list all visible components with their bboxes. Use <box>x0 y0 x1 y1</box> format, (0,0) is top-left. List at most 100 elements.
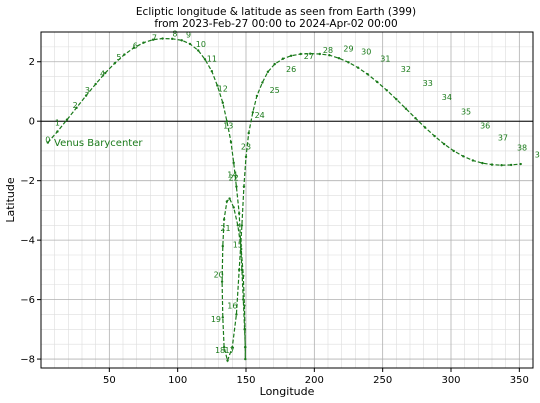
data-point <box>203 58 207 61</box>
data-point <box>222 345 226 349</box>
data-point <box>113 62 117 65</box>
data-point <box>56 130 59 133</box>
point-label: 3 <box>85 86 90 95</box>
point-label: 24 <box>255 111 265 120</box>
point-label: 18 <box>215 346 225 355</box>
point-label: 22 <box>229 174 239 183</box>
data-point <box>471 159 475 162</box>
x-tick-label: 200 <box>305 375 324 386</box>
data-point <box>65 118 69 121</box>
data-point <box>142 41 145 44</box>
data-point <box>180 39 183 42</box>
point-label: 16 <box>227 302 237 311</box>
point-label: 38 <box>517 143 527 152</box>
data-point <box>414 117 417 120</box>
chart-title-line1: Ecliptic longitude & latitude as seen fr… <box>136 6 416 18</box>
data-point <box>240 224 244 227</box>
plot-area-frame <box>40 31 534 369</box>
data-point <box>221 316 224 319</box>
data-point <box>281 57 285 60</box>
data-point <box>509 163 513 167</box>
data-point <box>226 359 229 362</box>
point-label: 13 <box>223 122 233 131</box>
point-label: 9 <box>186 30 191 39</box>
point-label: 10 <box>196 40 206 49</box>
data-point <box>235 313 238 316</box>
point-label: 30 <box>361 47 371 56</box>
data-point <box>299 52 302 56</box>
object-label: Venus Barycenter <box>54 138 143 149</box>
data-point <box>243 328 247 331</box>
data-point <box>266 70 270 74</box>
data-point <box>289 54 293 57</box>
x-tick-label: 350 <box>510 375 529 386</box>
data-point <box>196 49 200 52</box>
y-tick-label: 0 <box>29 117 35 128</box>
data-point <box>221 244 224 248</box>
data-point <box>210 70 214 73</box>
data-point <box>242 274 245 278</box>
point-label: 20 <box>214 270 224 279</box>
data-point <box>490 163 494 166</box>
point-label: 4 <box>100 70 105 79</box>
data-point <box>235 185 238 188</box>
data-point <box>519 162 522 166</box>
data-point <box>222 218 226 221</box>
data-point <box>244 155 248 159</box>
point-label: 15 <box>233 241 243 250</box>
data-point <box>188 42 192 46</box>
data-point <box>232 206 235 209</box>
data-point <box>442 142 446 146</box>
y-axis-ticks: −8 −6 −4 −2 0 2 <box>20 57 41 366</box>
y-tick-label: 2 <box>29 57 35 68</box>
point-label: 36 <box>480 122 490 131</box>
data-point <box>221 101 224 104</box>
point-label: 21 <box>220 224 230 233</box>
point-label: 19 <box>211 315 221 324</box>
point-label: 29 <box>343 44 353 53</box>
point-label: 32 <box>401 65 411 74</box>
y-axis-label: Latitude <box>4 177 17 223</box>
data-point <box>356 66 360 69</box>
data-point <box>309 52 312 55</box>
x-axis-ticks: 50 100 150 200 250 300 350 <box>103 368 529 386</box>
data-point <box>236 224 239 227</box>
data-point <box>232 161 235 165</box>
data-point <box>423 126 427 129</box>
data-point <box>161 37 164 40</box>
data-point <box>237 268 241 272</box>
data-point <box>481 161 484 165</box>
point-label: 28 <box>323 46 333 55</box>
point-label: 31 <box>380 55 390 64</box>
point-label: 2 <box>73 101 78 110</box>
x-tick-label: 150 <box>236 375 255 386</box>
x-tick-label: 100 <box>168 375 187 386</box>
point-label: 27 <box>304 52 314 61</box>
y-tick-label: −6 <box>20 295 35 306</box>
data-point <box>94 82 97 86</box>
data-point <box>462 155 465 158</box>
point-label: 35 <box>461 108 471 117</box>
data-point <box>366 73 369 76</box>
point-label: 1 <box>55 119 60 128</box>
data-point <box>243 345 247 349</box>
data-point <box>237 212 241 215</box>
data-point <box>251 111 255 114</box>
point-label: 11 <box>207 55 217 64</box>
series-line <box>47 37 521 363</box>
series-group <box>46 37 522 363</box>
point-label: 26 <box>286 65 296 74</box>
data-point <box>385 89 388 92</box>
data-point <box>500 164 503 167</box>
data-point <box>104 71 107 75</box>
x-axis-label: Longitude <box>260 385 315 398</box>
data-point <box>242 185 246 188</box>
data-point <box>132 46 136 49</box>
y-tick-label: −8 <box>20 355 35 366</box>
data-point <box>239 238 242 242</box>
point-label: 34 <box>442 93 452 102</box>
data-point <box>395 98 398 101</box>
data-point <box>225 200 229 203</box>
data-point <box>433 134 436 138</box>
x-tick-label: 250 <box>373 375 392 386</box>
